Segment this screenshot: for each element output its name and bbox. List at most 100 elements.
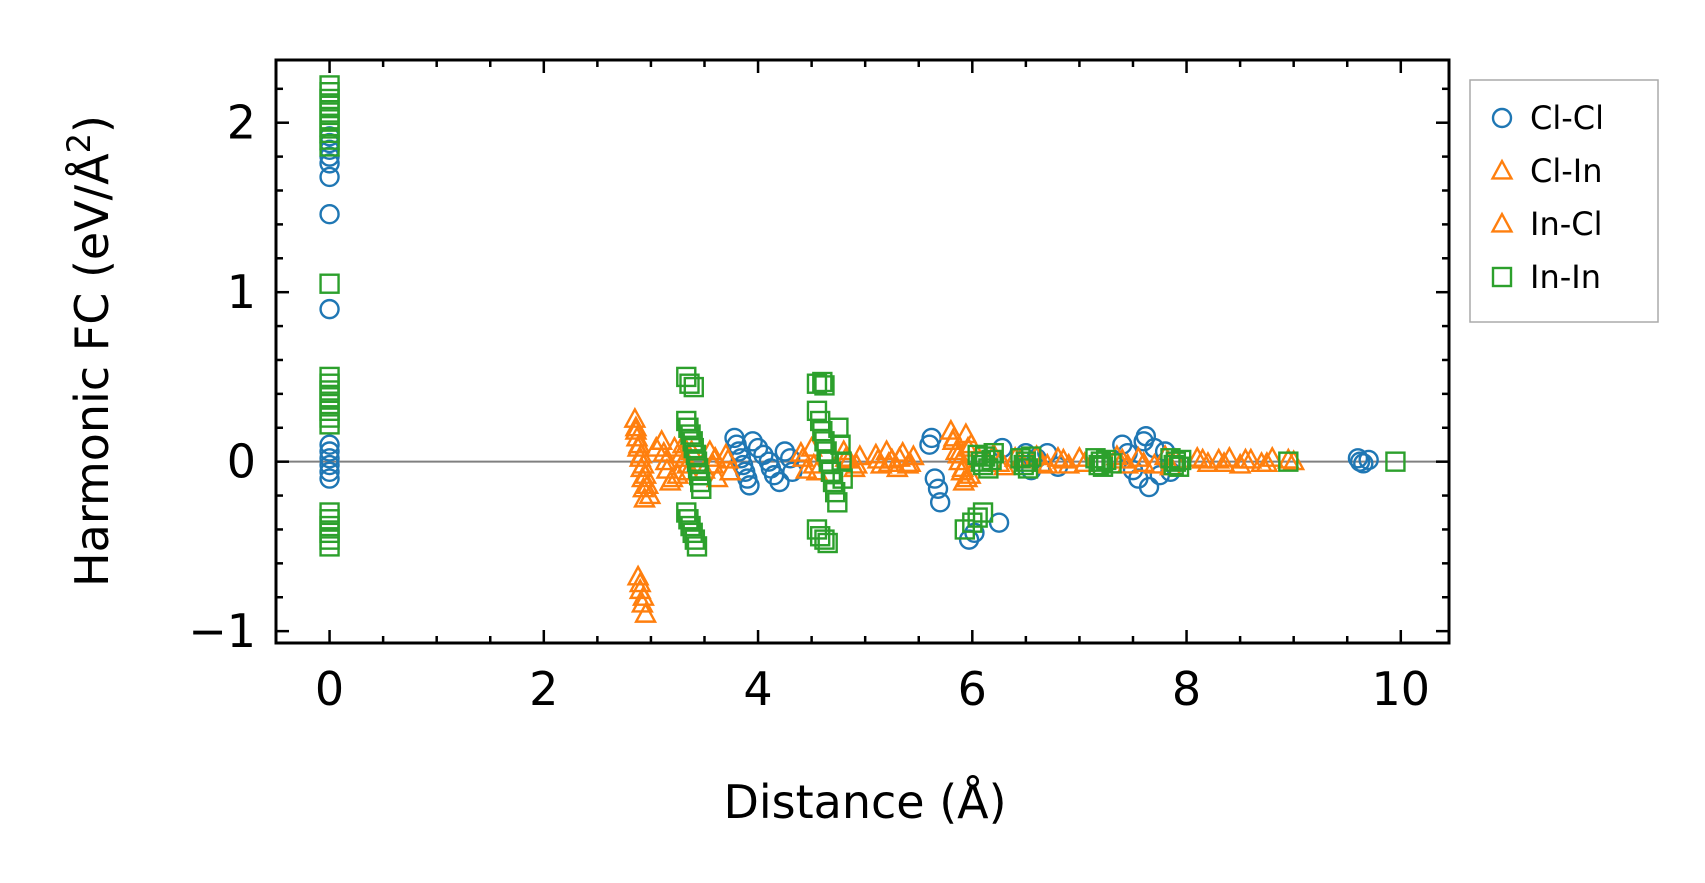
data-point [629, 442, 653, 464]
y-axis-label: Harmonic FC (eV/Å2) [60, 115, 119, 587]
data-point [1046, 445, 1070, 467]
data-point [1132, 450, 1156, 472]
data-points-layer [319, 75, 1406, 623]
data-point [319, 468, 340, 489]
data-point [319, 95, 340, 116]
data-point [319, 509, 340, 530]
data-point [319, 434, 340, 455]
data-point [319, 366, 340, 388]
data-point [845, 452, 869, 474]
data-point [319, 387, 340, 408]
data-point [791, 445, 815, 467]
data-point [981, 449, 1002, 471]
y-tick-label: 0 [227, 435, 256, 489]
data-point [319, 407, 340, 428]
data-point [644, 435, 668, 457]
data-point [319, 454, 340, 476]
data-point [1278, 451, 1299, 472]
data-point [1385, 451, 1406, 472]
data-point [1110, 447, 1134, 469]
data-point [660, 466, 684, 488]
data-point [627, 432, 651, 454]
data-point [701, 452, 725, 474]
data-point [684, 529, 706, 550]
legend-entry-label: In-In [1530, 258, 1601, 296]
data-point [683, 437, 704, 459]
data-point [924, 468, 946, 489]
tick-labels-layer: 0 2 4 6 8 10 −1 0 1 2 [188, 96, 1430, 716]
data-point [319, 166, 340, 188]
data-point [1255, 450, 1279, 472]
data-point [319, 88, 340, 110]
data-point [806, 373, 828, 394]
data-point [680, 424, 701, 445]
legend-marker [1491, 266, 1513, 288]
data-point [633, 486, 656, 508]
data-point [718, 459, 742, 481]
data-point [676, 410, 697, 432]
x-tick-label: 4 [743, 662, 772, 716]
data-point [774, 441, 796, 462]
data-point [625, 425, 649, 447]
data-point [802, 452, 826, 474]
data-point [1138, 476, 1160, 498]
data-point [691, 478, 712, 499]
data-point [319, 380, 340, 401]
x-tick-label: 8 [1172, 662, 1201, 716]
data-point [319, 448, 340, 469]
data-point [319, 393, 340, 415]
data-point [319, 102, 340, 123]
data-point [1165, 451, 1187, 472]
data-point [676, 502, 697, 523]
data-point [319, 75, 340, 96]
data-point [686, 536, 708, 557]
data-point [1358, 449, 1379, 471]
data-point [319, 515, 340, 537]
data-point [972, 502, 994, 523]
data-point [624, 415, 648, 437]
data-point [634, 601, 658, 623]
data-point [794, 457, 818, 479]
data-point [634, 462, 658, 484]
data-point [319, 461, 340, 483]
data-point [319, 441, 340, 462]
data-point [631, 452, 655, 474]
data-point [1090, 451, 1112, 472]
data-point [742, 431, 763, 452]
data-point [877, 450, 901, 472]
data-point [809, 526, 831, 547]
legend: Cl-Cl Cl-In In-Cl In-In [1469, 79, 1659, 323]
data-point [319, 136, 340, 157]
data-point [679, 373, 700, 394]
data-point [682, 522, 703, 544]
data-point [769, 471, 790, 493]
data-point [848, 444, 872, 466]
data-point [1051, 447, 1075, 469]
x-tick-label: 10 [1372, 662, 1431, 716]
legend-marker [1490, 158, 1514, 180]
data-point [1233, 447, 1257, 469]
data-point [812, 371, 833, 393]
data-point [319, 82, 340, 103]
data-point [814, 375, 835, 396]
data-point [1170, 449, 1192, 471]
data-point [319, 536, 340, 557]
legend-marker [1491, 107, 1513, 129]
data-point [319, 109, 340, 130]
data-point [1088, 454, 1109, 476]
x-tick-label: 0 [315, 662, 344, 716]
data-point [946, 442, 970, 464]
data-point [1015, 451, 1037, 472]
series-in-in [319, 75, 1406, 557]
data-point [654, 449, 678, 471]
data-point [703, 445, 727, 467]
data-point [983, 442, 1004, 464]
legend-frame [1469, 79, 1659, 323]
data-point [887, 445, 911, 467]
x-tick-label: 6 [958, 662, 987, 716]
y-axis-label-close: ) [65, 115, 119, 133]
data-point [319, 400, 340, 422]
y-tick-label: −1 [188, 604, 256, 658]
data-point [747, 437, 769, 459]
series-cl-cl [319, 126, 1379, 550]
